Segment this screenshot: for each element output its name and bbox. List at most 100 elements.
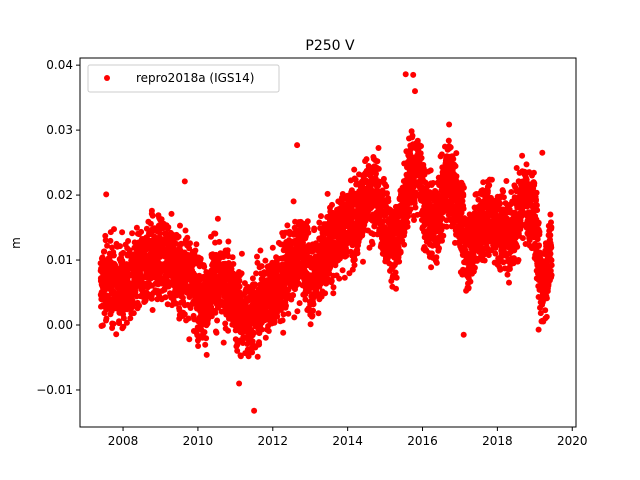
data-point <box>133 224 140 231</box>
data-point <box>201 329 208 336</box>
data-point <box>212 230 219 237</box>
data-point <box>116 320 123 327</box>
data-point <box>418 155 425 161</box>
data-point <box>216 238 223 245</box>
data-point <box>182 227 189 234</box>
data-point <box>497 200 504 207</box>
data-point <box>324 190 331 197</box>
data-point <box>212 309 219 316</box>
data-point <box>336 275 343 282</box>
data-point <box>181 311 188 318</box>
data-point <box>393 285 399 292</box>
data-point <box>315 310 322 317</box>
data-point <box>234 347 241 354</box>
data-point <box>173 300 180 307</box>
data-point <box>488 176 495 183</box>
data-point <box>237 353 244 360</box>
data-point <box>127 315 134 322</box>
data-point <box>113 331 120 338</box>
data-point <box>363 156 370 163</box>
data-point <box>330 284 337 291</box>
data-point <box>385 198 392 205</box>
data-point <box>254 353 261 360</box>
data-point <box>120 323 127 330</box>
data-point <box>120 249 127 256</box>
data-point <box>258 326 265 333</box>
data-point <box>341 274 348 281</box>
data-point <box>360 258 366 265</box>
data-point <box>290 292 297 299</box>
data-point <box>126 247 133 254</box>
data-point <box>192 247 199 254</box>
data-point <box>318 213 324 220</box>
data-point <box>305 229 312 236</box>
data-point <box>519 152 526 159</box>
data-point <box>195 343 202 349</box>
data-point <box>285 310 292 317</box>
data-point <box>222 320 229 327</box>
data-point <box>351 256 358 263</box>
data-point <box>280 329 287 336</box>
data-point <box>103 315 110 322</box>
data-point <box>452 163 459 170</box>
data-point <box>254 253 260 260</box>
data-point <box>311 225 318 232</box>
data-point <box>168 210 175 217</box>
data-point <box>220 339 227 346</box>
data-point <box>283 302 289 309</box>
data-point <box>446 121 453 128</box>
data-point <box>147 220 154 227</box>
data-point <box>119 229 126 236</box>
data-point <box>460 192 467 199</box>
data-point <box>162 294 169 301</box>
data-point <box>533 196 539 203</box>
data-point <box>101 248 108 255</box>
data-point <box>307 321 314 328</box>
data-point <box>503 178 510 184</box>
data-point <box>471 264 478 271</box>
data-point <box>542 307 549 314</box>
data-point <box>229 254 236 261</box>
data-points <box>97 71 555 414</box>
data-point <box>262 257 269 264</box>
data-point <box>173 240 179 247</box>
data-point <box>214 215 221 222</box>
data-point <box>241 280 248 287</box>
data-point <box>440 232 447 239</box>
data-point <box>536 242 542 249</box>
data-point <box>433 254 440 261</box>
data-point <box>249 349 256 356</box>
data-point <box>453 150 460 157</box>
data-point <box>258 263 265 270</box>
data-point <box>249 275 256 282</box>
data-point <box>450 156 457 162</box>
data-point <box>102 237 109 244</box>
data-point <box>279 317 286 324</box>
data-point <box>393 274 400 281</box>
data-point <box>110 252 117 259</box>
data-point <box>136 302 143 309</box>
data-point <box>104 242 111 249</box>
data-point <box>309 312 316 319</box>
data-point <box>236 283 243 290</box>
data-point <box>197 255 204 262</box>
data-point <box>533 189 540 196</box>
data-point <box>186 336 193 343</box>
data-point <box>175 233 182 240</box>
data-point <box>310 301 317 308</box>
data-point <box>149 212 156 219</box>
data-point <box>380 175 387 182</box>
data-point <box>132 288 139 295</box>
data-point <box>460 205 467 212</box>
data-point <box>397 249 404 256</box>
data-point <box>202 341 209 348</box>
data-point <box>130 310 137 317</box>
data-point <box>339 267 346 274</box>
data-point <box>294 308 301 315</box>
data-point <box>330 290 337 297</box>
data-point <box>265 328 272 334</box>
data-point <box>329 201 335 208</box>
data-point <box>271 319 278 326</box>
data-point <box>465 284 472 291</box>
data-point <box>374 158 381 165</box>
